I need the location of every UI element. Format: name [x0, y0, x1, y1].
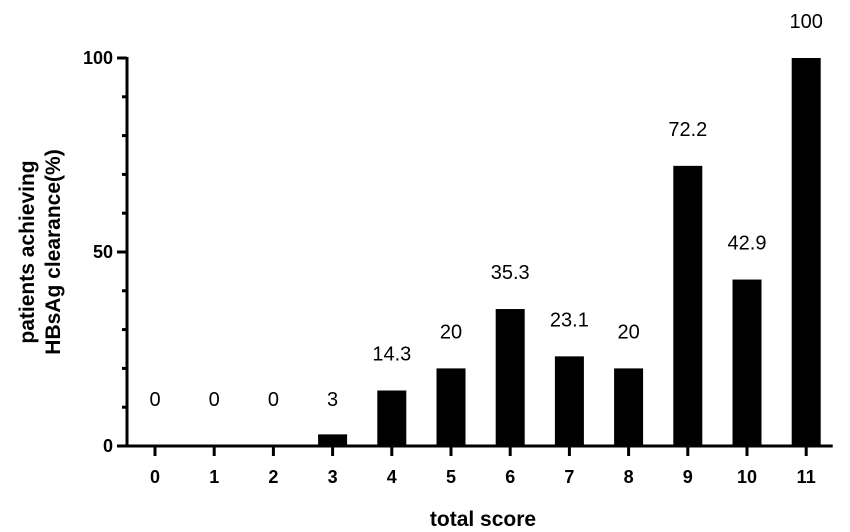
data-label-3: 3 [327, 389, 338, 411]
x-axis-title: total score [430, 508, 536, 531]
bar-6 [495, 309, 525, 446]
bar-5 [436, 368, 466, 446]
data-label-5: 20 [440, 321, 462, 343]
bars-group [318, 58, 821, 446]
x-tick-label-1: 1 [209, 467, 219, 487]
x-tick-label-11: 11 [797, 467, 816, 487]
x-tick-label-5: 5 [446, 467, 456, 487]
x-tick-label-4: 4 [387, 467, 397, 487]
x-tick-label-3: 3 [328, 467, 338, 487]
bar-8 [614, 368, 644, 446]
data-labels-group: 0 0 0 3 14.3 20 35.3 23.1 20 72.2 42.9 100 [149, 11, 822, 411]
y-tick-label: 0 [103, 436, 113, 456]
data-label-6: 35.3 [491, 262, 530, 284]
x-tick-label-6: 6 [505, 467, 515, 487]
x-tick-label-7: 7 [564, 467, 574, 487]
data-label-4: 14.3 [372, 344, 411, 366]
y-axis-title-line-2: HBsAg clearance(%) [42, 149, 65, 354]
bar-10 [732, 279, 762, 446]
data-label-1: 0 [209, 389, 220, 411]
y-axis: 0 50 100 [83, 48, 129, 456]
data-label-11: 100 [790, 11, 823, 33]
y-axis-title: patients achieving HBsAg clearance(%) [16, 149, 65, 354]
bar-11 [791, 58, 821, 446]
x-axis: 0 1 2 3 4 5 6 7 8 9 10 11 [125, 444, 833, 487]
y-axis-title-line-1: patients achieving [16, 160, 39, 343]
data-label-8: 20 [617, 321, 639, 343]
data-label-0: 0 [149, 389, 160, 411]
bar-3 [318, 434, 348, 446]
x-tick-label-0: 0 [150, 467, 160, 487]
x-tick-label-2: 2 [268, 467, 278, 487]
data-label-2: 0 [268, 389, 279, 411]
data-label-9: 72.2 [668, 119, 707, 141]
bar-7 [554, 356, 584, 446]
y-tick-label: 50 [93, 242, 113, 262]
bar-4 [377, 390, 407, 446]
data-label-10: 42.9 [728, 233, 767, 255]
x-tick-label-10: 10 [737, 467, 757, 487]
data-label-7: 23.1 [550, 309, 589, 331]
x-tick-label-9: 9 [683, 467, 693, 487]
x-tick-label-8: 8 [624, 467, 634, 487]
bar-9 [673, 165, 703, 446]
y-tick-label: 100 [83, 48, 113, 68]
